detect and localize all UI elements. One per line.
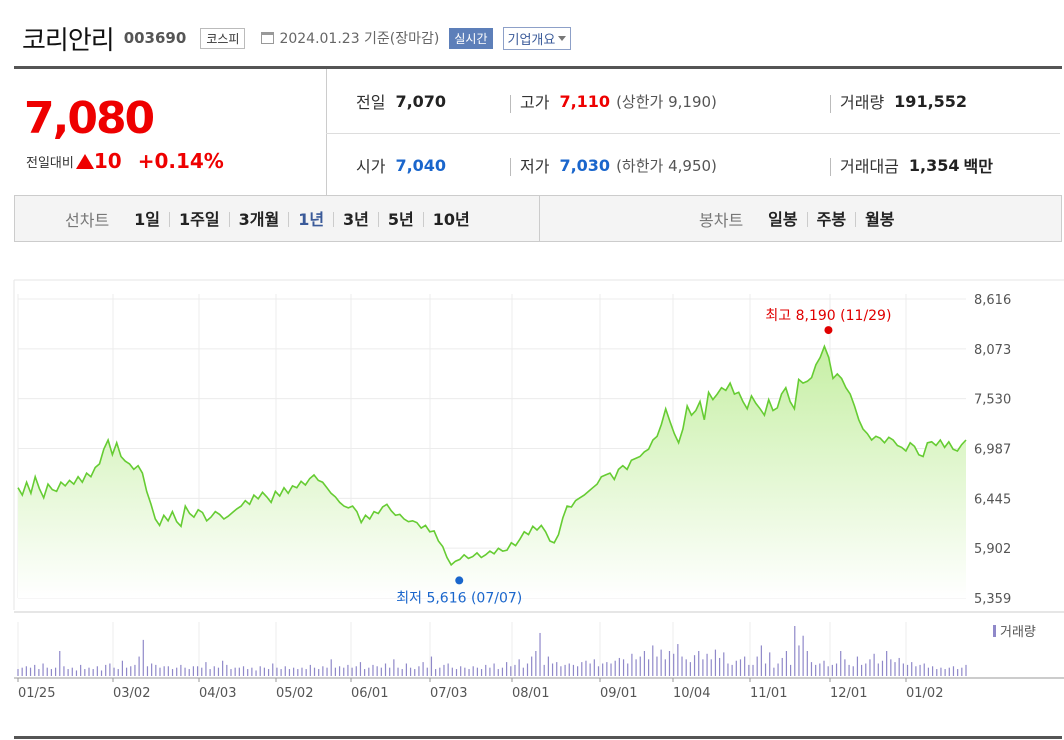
x-tick-label: 06/01 bbox=[351, 686, 388, 701]
change-value: 10 bbox=[93, 149, 122, 173]
volume-label: 거래량 bbox=[840, 93, 885, 112]
chevron-down-icon bbox=[558, 35, 567, 41]
prev-close: 전일 7,070 bbox=[356, 89, 446, 113]
high-marker bbox=[824, 326, 833, 335]
high-value: 7,110 bbox=[559, 91, 611, 111]
line-chart-tabs: 선차트 1일 1주일 3개월 1년 3년 5년 10년 bbox=[65, 196, 479, 242]
calendar-icon bbox=[261, 32, 275, 44]
separator bbox=[510, 158, 511, 176]
low-label: 저가 bbox=[520, 157, 550, 176]
volume: 거래량 191,552 bbox=[840, 89, 967, 113]
volume-legend-swatch bbox=[993, 625, 996, 637]
current-price-panel: 7,080 전일대비 10 +0.14% bbox=[14, 69, 327, 196]
price-line bbox=[17, 344, 967, 567]
low-label: 최저 5,616 (07/07) bbox=[396, 590, 522, 606]
x-tick-label: 03/02 bbox=[113, 686, 150, 701]
market-badge: 코스피 bbox=[200, 27, 246, 49]
tab-5y[interactable]: 5년 bbox=[377, 211, 423, 227]
date-text: 2024.01.23 기준(장마감) bbox=[279, 31, 440, 47]
candle-chart-label: 봉차트 bbox=[699, 211, 744, 230]
tab-divider bbox=[539, 196, 540, 242]
up-arrow-icon bbox=[75, 153, 94, 169]
x-tick-label: 01/25 bbox=[18, 686, 55, 701]
candle-chart-tabs: 봉차트 일봉 주봉 월봉 bbox=[699, 196, 904, 242]
tab-3y[interactable]: 3년 bbox=[333, 211, 378, 227]
high-label: 최고 8,190 (11/29) bbox=[765, 308, 891, 324]
tab-daily[interactable]: 일봉 bbox=[768, 209, 798, 229]
amount-value: 1,354 bbox=[908, 155, 960, 175]
bottom-border bbox=[14, 736, 1062, 739]
price-detail-grid: 전일 7,070 고가 7,110 (상한가 9,190) 거래량 191,55… bbox=[326, 69, 1060, 196]
tab-1d[interactable]: 1일 bbox=[134, 209, 161, 229]
open-value: 7,040 bbox=[395, 155, 447, 175]
low-price: 저가 7,030 (하한가 4,950) bbox=[520, 153, 717, 177]
tab-1y[interactable]: 1년 bbox=[288, 211, 333, 227]
x-tick-label: 05/02 bbox=[276, 686, 313, 701]
tab-10y[interactable]: 10년 bbox=[422, 211, 479, 227]
tab-3m[interactable]: 3개월 bbox=[228, 211, 289, 227]
amount-label: 거래대금 bbox=[840, 157, 899, 176]
upper-limit: (상한가 9,190) bbox=[616, 92, 717, 111]
y-tick-label: 5,902 bbox=[974, 542, 1011, 557]
high-price: 고가 7,110 (상한가 9,190) bbox=[520, 89, 717, 113]
chart-tabs: 선차트 1일 1주일 3개월 1년 3년 5년 10년 봉차트 일봉 주봉 월봉 bbox=[14, 196, 1062, 242]
prev-close-label: 전일 bbox=[356, 93, 386, 112]
price-area bbox=[18, 346, 966, 598]
price-change: 전일대비 10 +0.14% bbox=[26, 149, 224, 173]
stock-header: 코리안리 003690 코스피 2024.01.23 기준(장마감) 실시간 기… bbox=[22, 18, 572, 58]
y-tick-label: 6,987 bbox=[974, 443, 1011, 458]
grid-divider bbox=[326, 133, 1060, 134]
y-tick-label: 6,445 bbox=[974, 492, 1011, 507]
high-label: 고가 bbox=[520, 93, 550, 112]
y-tick-label: 5,359 bbox=[974, 592, 1011, 607]
x-tick-label: 01/02 bbox=[906, 686, 943, 701]
x-tick-label: 11/01 bbox=[750, 686, 787, 701]
x-tick-label: 08/01 bbox=[512, 686, 549, 701]
change-rate: +0.14% bbox=[137, 149, 224, 173]
realtime-button[interactable]: 실시간 bbox=[449, 27, 493, 49]
y-tick-label: 8,073 bbox=[974, 343, 1011, 358]
date-info: 2024.01.23 기준(장마감) bbox=[261, 28, 439, 48]
x-tick-label: 12/01 bbox=[830, 686, 867, 701]
price-summary: 7,080 전일대비 10 +0.14% 전일 7,070 고가 7,110 (… bbox=[14, 66, 1062, 196]
tab-monthly[interactable]: 월봉 bbox=[855, 211, 903, 227]
prev-close-value: 7,070 bbox=[395, 91, 447, 111]
separator bbox=[510, 95, 511, 113]
y-tick-label: 8,616 bbox=[974, 293, 1011, 308]
low-marker bbox=[455, 576, 464, 585]
y-tick-label: 7,530 bbox=[974, 393, 1011, 408]
stock-code: 003690 bbox=[123, 29, 187, 47]
lower-limit: (하한가 4,950) bbox=[616, 156, 717, 175]
volume-value: 191,552 bbox=[894, 91, 968, 111]
x-tick-label: 07/03 bbox=[430, 686, 467, 701]
x-tick-label: 09/01 bbox=[600, 686, 637, 701]
tab-1w[interactable]: 1주일 bbox=[169, 211, 229, 227]
company-overview-dropdown[interactable]: 기업개요 bbox=[502, 26, 572, 50]
trade-amount: 거래대금 1,354 백만 bbox=[840, 153, 993, 177]
x-tick-label: 10/04 bbox=[673, 686, 710, 701]
amount-unit: 백만 bbox=[963, 157, 993, 176]
separator bbox=[830, 95, 831, 113]
x-tick-label: 04/03 bbox=[199, 686, 236, 701]
current-price: 7,080 bbox=[24, 93, 155, 144]
volume-legend-label: 거래량 bbox=[1000, 625, 1036, 640]
tab-weekly[interactable]: 주봉 bbox=[806, 211, 855, 227]
separator bbox=[830, 158, 831, 176]
line-chart-label: 선차트 bbox=[65, 211, 110, 230]
company-overview-label: 기업개요 bbox=[507, 32, 556, 48]
open-price: 시가 7,040 bbox=[356, 153, 446, 177]
low-value: 7,030 bbox=[559, 155, 611, 175]
stock-name: 코리안리 bbox=[22, 25, 115, 56]
open-label: 시가 bbox=[356, 157, 386, 176]
change-label: 전일대비 bbox=[26, 155, 74, 171]
